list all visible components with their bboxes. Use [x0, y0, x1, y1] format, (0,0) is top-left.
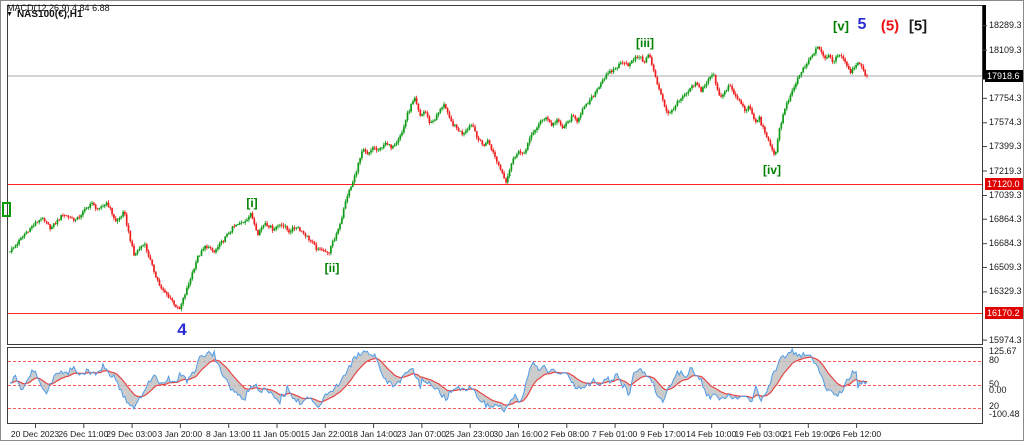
price-axis-label: 17754.3	[989, 92, 1022, 103]
price-axis[interactable]: 18289.3 18109.3 17754.3 17574.3 17399.3 17219…	[983, 1, 1023, 440]
macd-axis-label: -100.48	[989, 409, 1020, 419]
symbol-selector[interactable]: ▼ NAS100(€),H1	[6, 9, 83, 20]
macd-name: MACD(12,26,9)	[7, 3, 70, 13]
price-axis-label: 18109.3	[989, 44, 1022, 55]
time-axis-label: 21 Feb 19:00	[782, 429, 833, 439]
price-chart-pane[interactable]	[7, 5, 983, 345]
price-axis-label: 16864.3	[989, 213, 1022, 224]
elliott-wave-label[interactable]: [iii]	[636, 36, 654, 50]
level-price-badge: 16170.2	[985, 307, 1023, 319]
time-axis-label: 15 Jan 22:00	[300, 429, 350, 439]
elliott-wave-label[interactable]: [5]	[908, 17, 928, 35]
time-axis-label: 9 Feb 17:00	[640, 429, 686, 439]
elliott-wave-label[interactable]: (5)	[880, 17, 900, 35]
time-axis[interactable]: 20 Dec 2023 26 Dec 11:00 29 Dec 03:00 3 Jan…	[1, 425, 983, 440]
price-axis-label: 16684.3	[989, 238, 1022, 249]
macd-axis-label: 20	[989, 401, 1000, 411]
time-axis-label: 7 Feb 01:00	[591, 429, 638, 439]
last-price-badge: 17918.6	[985, 69, 1023, 82]
macd-axis-label: 80	[989, 355, 1000, 365]
macd-indicator-label: MACD(12,26,9) 4.84 6.88	[7, 3, 110, 13]
time-axis-label: 11 Jan 05:00	[252, 429, 301, 439]
macd-axis-label: 50	[989, 379, 1000, 389]
time-axis-label: 23 Jan 07:00	[396, 429, 446, 439]
time-axis-label: 30 Jan 16:00	[493, 429, 543, 439]
time-axis-label: 8 Jan 13:00	[205, 429, 251, 439]
time-axis-label: 18 Jan 14:00	[348, 429, 398, 439]
level-price-badge: 17120.0	[985, 178, 1023, 190]
elliott-wave-label[interactable]: [i]	[246, 196, 258, 210]
macd-axis-label: 0.00	[989, 385, 1007, 395]
price-axis-label: 15974.3	[989, 334, 1022, 345]
time-axis-label: 25 Jan 23:00	[445, 429, 495, 439]
time-axis-label: 19 Feb 03:00	[734, 429, 785, 439]
price-axis-label: 16509.3	[989, 261, 1022, 272]
elliott-wave-label[interactable]: 4	[177, 320, 187, 339]
symbol-timeframe-text: NAS100(€),H1	[16, 9, 83, 20]
time-axis-label: 14 Feb 10:00	[686, 429, 737, 439]
price-axis-label: 17039.3	[989, 189, 1022, 200]
price-axis-label: 17574.3	[989, 117, 1022, 128]
price-axis-label: 17219.3	[989, 165, 1022, 176]
time-axis-label: 3 Jan 20:00	[157, 429, 203, 439]
left-edge-marker-box[interactable]	[2, 202, 11, 217]
elliott-wave-label[interactable]: [ii]	[324, 261, 340, 275]
time-axis-label: 26 Dec 11:00	[58, 429, 109, 439]
price-axis-label: 17399.3	[989, 141, 1022, 152]
elliott-wave-label[interactable]: [iv]	[763, 163, 781, 177]
macd-indicator-pane[interactable]	[7, 347, 983, 424]
macd-axis-label: 125.67	[989, 346, 1017, 356]
elliott-wave-label[interactable]: 5	[857, 16, 867, 33]
time-axis-label: 26 Feb 12:00	[831, 429, 882, 439]
price-axis-label: 18289.3	[989, 20, 1022, 31]
dropdown-arrow-icon[interactable]: ▼	[6, 11, 13, 18]
time-axis-label: 29 Dec 03:00	[106, 429, 157, 439]
macd-values: 4.84 6.88	[72, 3, 110, 13]
elliott-wave-label[interactable]: [v]	[833, 18, 849, 34]
time-axis-label: 2 Feb 08:00	[543, 429, 589, 439]
time-axis-label: 20 Dec 2023	[10, 429, 60, 439]
price-axis-label: 16329.3	[989, 286, 1022, 297]
